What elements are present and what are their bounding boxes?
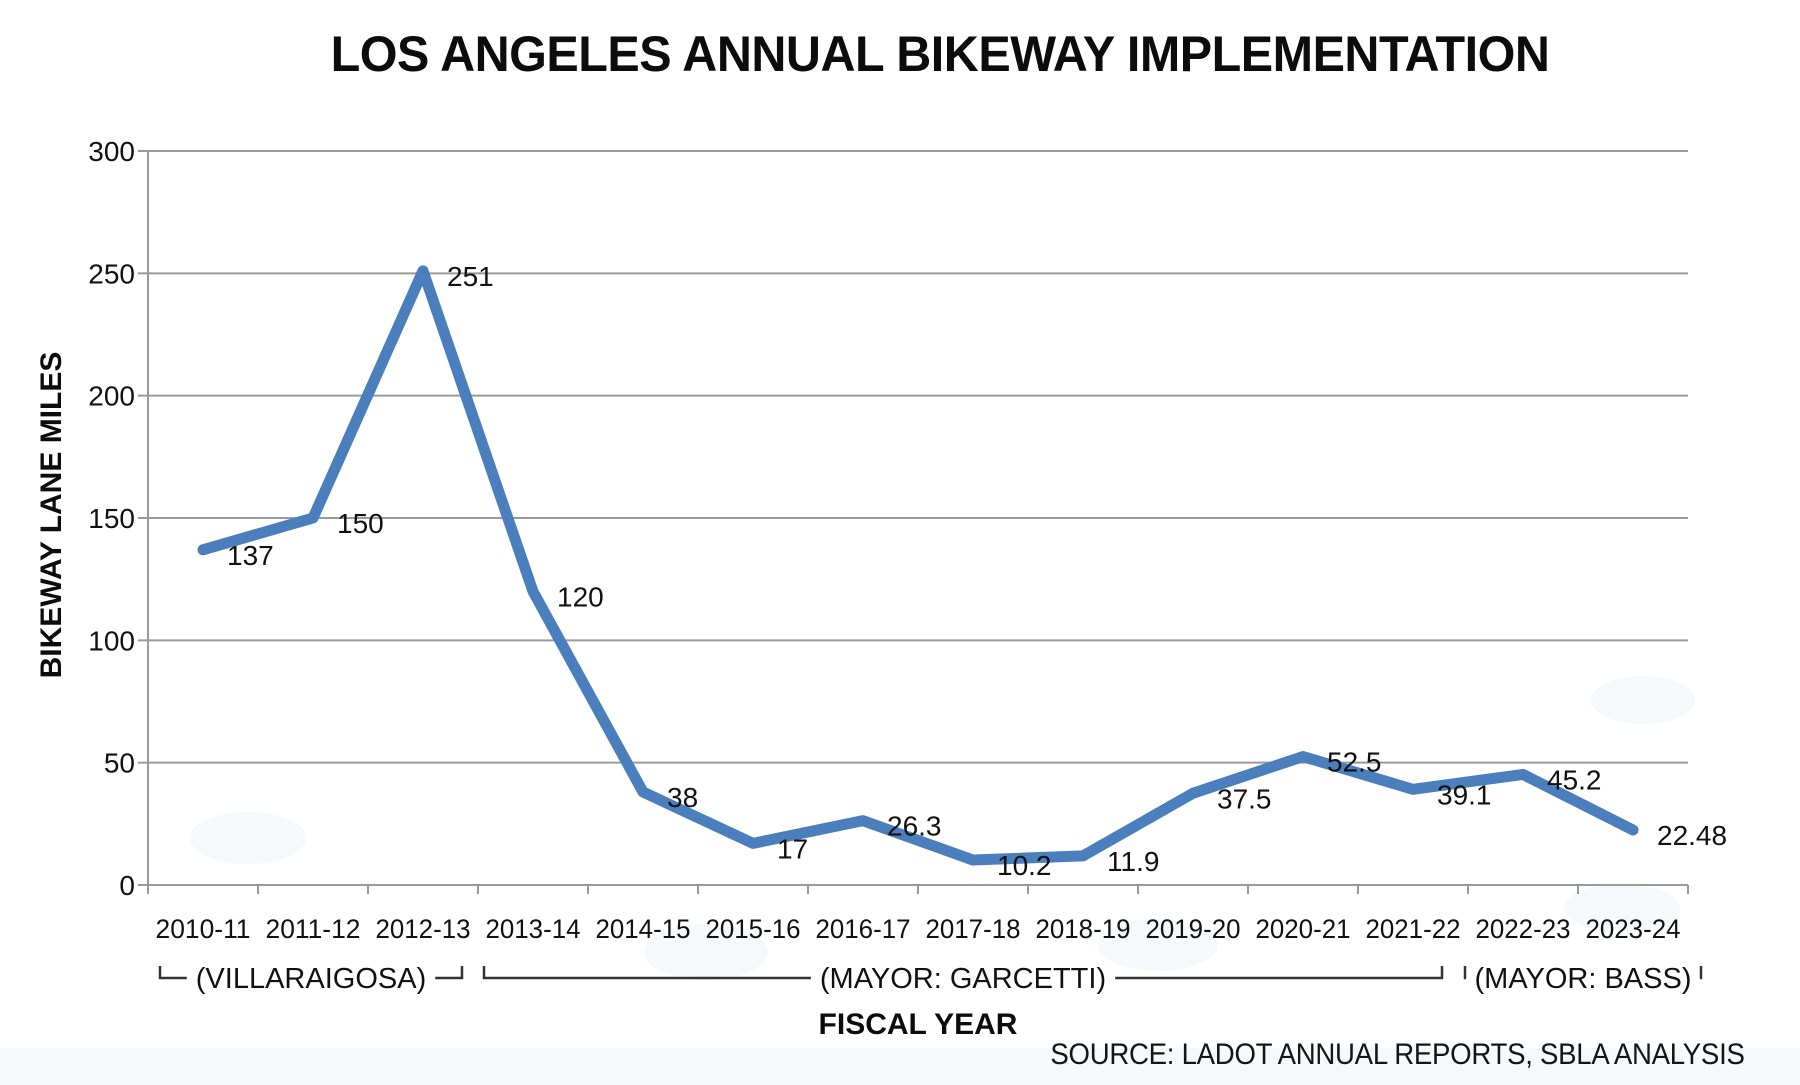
chart-title: LOS ANGELES ANNUAL BIKEWAY IMPLEMENTATIO… — [330, 26, 1550, 82]
x-tick-label: 2015-16 — [706, 914, 801, 944]
background-watermark-blob — [1564, 884, 1680, 932]
x-tick-label: 2021-22 — [1366, 914, 1461, 944]
mayor-bracket-right — [435, 966, 464, 980]
mayor-bracket-label: (MAYOR: GARCETTI) — [820, 963, 1106, 995]
background-watermark-blob — [1591, 676, 1695, 724]
y-tick-label: 0 — [119, 870, 135, 901]
mayor-bracket-left — [1463, 966, 1467, 980]
mayor-bracket-label: (VILLARAIGOSA) — [196, 963, 426, 995]
data-point-label: 137 — [227, 540, 274, 571]
data-line-series — [197, 265, 1639, 866]
data-point-label: 45.2 — [1547, 764, 1602, 795]
y-tick-label: 100 — [88, 625, 135, 656]
y-tick-label: 150 — [88, 503, 135, 534]
data-point-label: 39.1 — [1437, 779, 1492, 810]
data-point-label: 17 — [777, 833, 808, 864]
background-band — [0, 1048, 1800, 1085]
data-point-label: 120 — [557, 581, 604, 612]
y-tick-label: 250 — [88, 258, 135, 289]
x-tick-label: 2013-14 — [486, 914, 581, 944]
x-tick-label: 2019-20 — [1146, 914, 1241, 944]
data-point-label: 52.5 — [1327, 747, 1382, 778]
x-tick-label: 2017-18 — [926, 914, 1021, 944]
data-point-label: 11.9 — [1107, 846, 1159, 877]
data-point-label: 10.2 — [997, 850, 1052, 881]
background-watermark-blob — [190, 812, 306, 864]
data-point-label: 38 — [667, 782, 698, 813]
x-tick-label: 2014-15 — [596, 914, 691, 944]
y-axis-title: BIKEWAY LANE MILES — [35, 351, 68, 679]
data-point-label: 37.5 — [1217, 783, 1272, 814]
y-tick-label: 200 — [88, 381, 135, 412]
background-watermark-blob — [644, 924, 768, 980]
data-point-label: 22.48 — [1657, 820, 1727, 851]
x-axis-title: FISCAL YEAR — [818, 1008, 1018, 1041]
x-tick-label: 2020-21 — [1256, 914, 1351, 944]
x-tick-label: 2016-17 — [816, 914, 911, 944]
background-watermark-blob — [1098, 919, 1218, 971]
y-tick-label: 50 — [104, 748, 135, 779]
x-tick-label: 2012-13 — [376, 914, 471, 944]
data-point-label: 26.3 — [887, 811, 942, 842]
mayor-bracket-right — [1699, 966, 1703, 980]
source-note: SOURCE: LADOT ANNUAL REPORTS, SBLA ANALY… — [1050, 1038, 1746, 1071]
x-tick-label: 2022-23 — [1476, 914, 1571, 944]
mayor-bracket-left — [158, 966, 187, 980]
mayor-bracket-label: (MAYOR: BASS) — [1475, 963, 1692, 995]
x-tick-label: 2023-24 — [1586, 914, 1681, 944]
mayor-bracket-left — [482, 966, 811, 980]
x-tick-label: 2010-11 — [156, 914, 251, 944]
mayor-bracket-right — [1115, 966, 1444, 980]
x-tick-label: 2018-19 — [1036, 914, 1131, 944]
y-tick-label: 300 — [88, 136, 135, 167]
x-tick-label: 2011-12 — [266, 914, 361, 944]
data-point-label: 150 — [337, 508, 384, 539]
data-point-label: 251 — [447, 261, 494, 292]
